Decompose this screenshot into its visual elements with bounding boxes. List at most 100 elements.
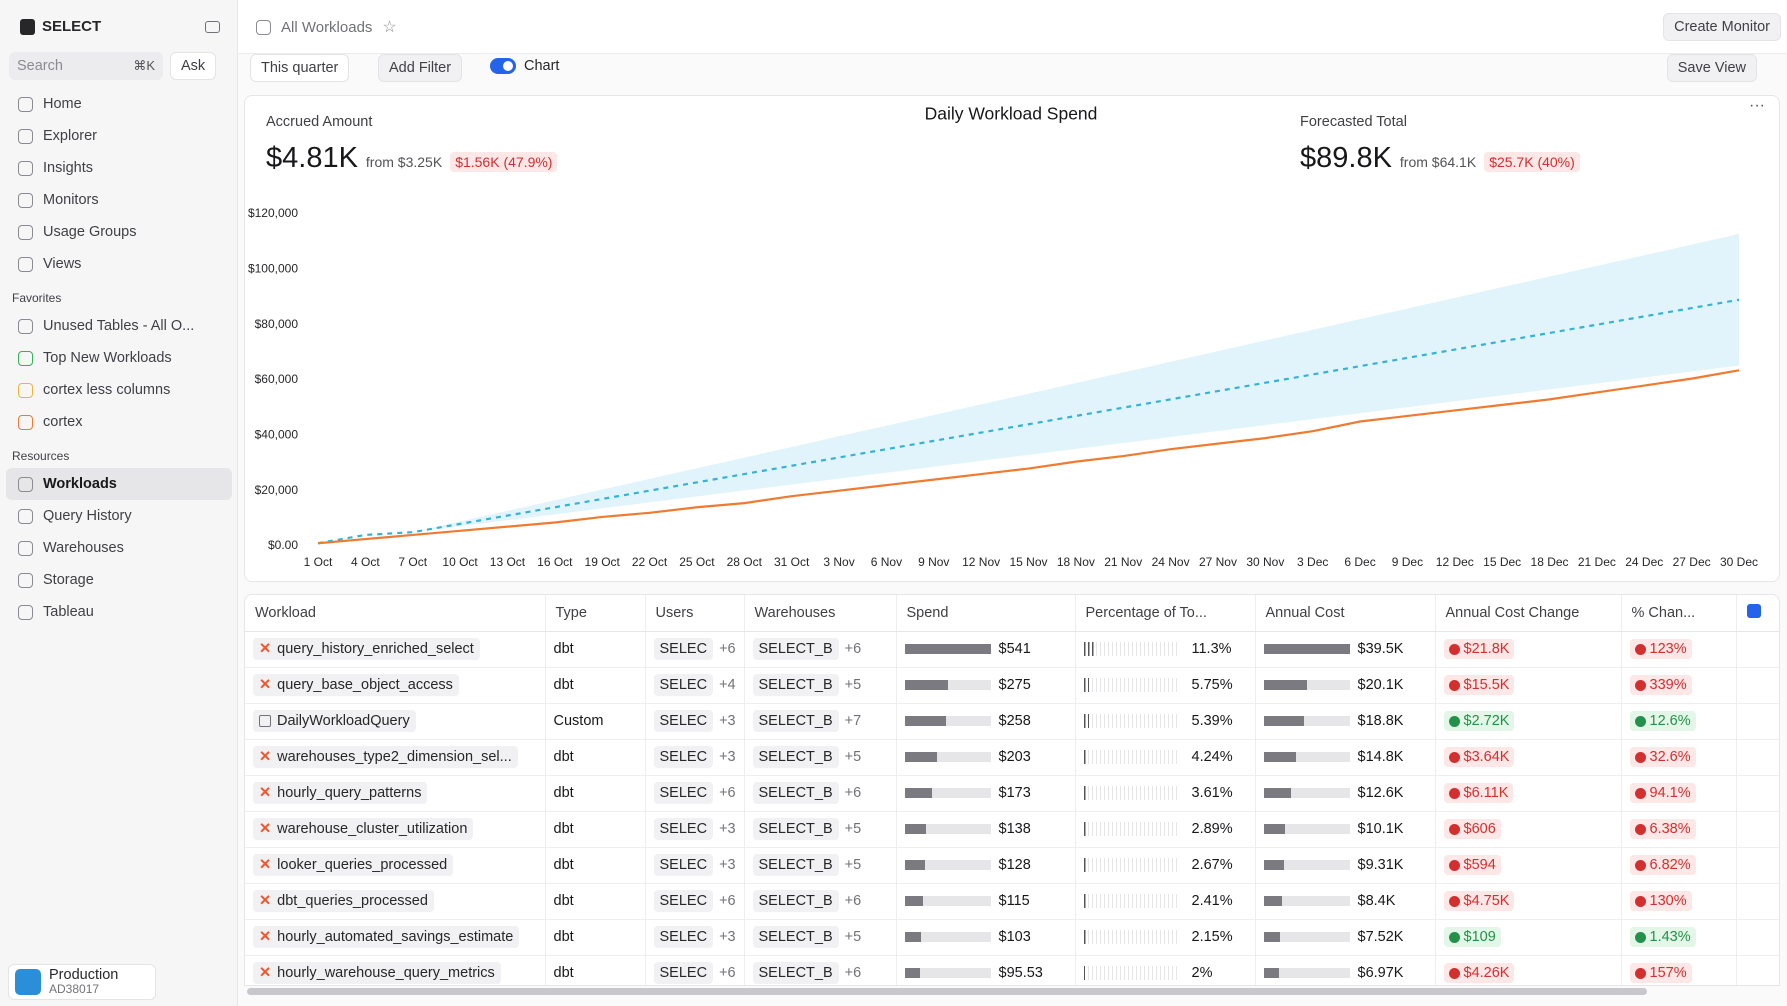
workload-icon: [256, 19, 271, 35]
spend: $103: [904, 929, 1067, 945]
user-chip[interactable]: SELEC: [653, 962, 714, 984]
table-row[interactable]: ✕ query_base_object_access dbt SELEC +4 SELEC…: [245, 667, 1779, 704]
workload-chip[interactable]: ✕ query_history_enriched_select: [253, 638, 480, 660]
table-row[interactable]: ✕ hourly_warehouse_query_metrics dbt SELEC +…: [245, 955, 1779, 985]
nav-icon: [18, 160, 33, 176]
warehouse-chip[interactable]: SELECT_B: [752, 854, 839, 876]
warehouse-chip[interactable]: SELECT_B: [752, 926, 839, 948]
workload-chip[interactable]: ✕ warehouse_cluster_utilization: [253, 818, 474, 840]
table-row[interactable]: ✕ looker_queries_processed dbt SELEC +3 SELEC…: [245, 847, 1779, 884]
nav-item[interactable]: cortex less columns: [6, 374, 232, 406]
brand[interactable]: SELECT: [20, 18, 101, 35]
date-range-button[interactable]: This quarter: [250, 54, 350, 82]
table-row[interactable]: DailyWorkloadQuery Custom SELEC +3 SELECT_B +…: [245, 703, 1779, 740]
chart-toggle[interactable]: Chart: [490, 58, 559, 74]
type: dbt: [553, 641, 574, 657]
nav-item[interactable]: Top New Workloads: [6, 342, 232, 374]
column-header[interactable]: Annual Cost: [1255, 595, 1436, 632]
table-row[interactable]: ✕ query_history_enriched_select dbt SELEC +6…: [245, 631, 1779, 668]
nav-item[interactable]: Unused Tables - All O...: [6, 310, 232, 342]
nav-label: cortex: [43, 414, 83, 430]
workload-icon: ✕: [259, 857, 272, 873]
workload-chip[interactable]: ✕ warehouses_type2_dimension_sel...: [253, 746, 518, 768]
collapse-button[interactable]: [205, 21, 220, 33]
nav-item[interactable]: Warehouses: [6, 532, 232, 564]
nav-item[interactable]: Workloads: [6, 468, 232, 500]
user-chip[interactable]: SELEC: [653, 746, 714, 768]
column-header[interactable]: Percentage of To...: [1075, 595, 1256, 632]
user-chip[interactable]: SELEC: [653, 674, 714, 696]
ask-button[interactable]: Ask: [170, 52, 217, 80]
nav-item[interactable]: cortex: [6, 406, 232, 438]
chart-menu[interactable]: ···: [1749, 97, 1765, 114]
column-header[interactable]: % Chan...: [1621, 595, 1737, 632]
create-monitor-button[interactable]: Create Monitor: [1663, 13, 1781, 41]
warehouse-chip[interactable]: SELECT_B: [752, 746, 839, 768]
nav-item[interactable]: Storage: [6, 564, 232, 596]
column-header[interactable]: Annual Cost Change: [1435, 595, 1622, 632]
workload-chip[interactable]: ✕ hourly_query_patterns: [253, 782, 428, 804]
warehouse-chip[interactable]: SELECT_B: [752, 818, 839, 840]
user-chip[interactable]: SELEC: [653, 638, 714, 660]
nav-item[interactable]: Views: [6, 248, 232, 280]
nav-item[interactable]: Tableau: [6, 596, 232, 628]
nav-icon: [18, 476, 33, 492]
user-chip[interactable]: SELEC: [653, 926, 714, 948]
user-chip[interactable]: SELEC: [653, 782, 714, 804]
section-header[interactable]: Resources: [12, 449, 70, 463]
column-header[interactable]: Users: [645, 595, 745, 632]
warehouse-chip[interactable]: SELECT_B: [752, 890, 839, 912]
user-chip[interactable]: SELEC: [653, 890, 714, 912]
table-row[interactable]: ✕ warehouse_cluster_utilization dbt SELEC +3…: [245, 811, 1779, 848]
nav-item[interactable]: Insights: [6, 152, 232, 184]
section-header[interactable]: Favorites: [12, 291, 62, 305]
nav-item[interactable]: Home: [6, 88, 232, 120]
user-chip[interactable]: SELEC: [653, 818, 714, 840]
add-column[interactable]: [1736, 595, 1779, 632]
warehouse-chip[interactable]: SELECT_B: [752, 710, 839, 732]
toggle-switch[interactable]: [490, 58, 516, 74]
environment-switcher[interactable]: Production AD38017: [8, 964, 156, 1000]
y-tick-label: $120,000: [248, 206, 298, 220]
table-row[interactable]: ✕ hourly_automated_savings_estimate dbt SEL…: [245, 919, 1779, 956]
table-row[interactable]: ✕ warehouses_type2_dimension_sel... dbt SEL…: [245, 739, 1779, 776]
warehouse-chip[interactable]: SELECT_B: [752, 962, 839, 984]
horizontal-scrollbar[interactable]: [247, 988, 1647, 995]
table-row[interactable]: ✕ hourly_query_patterns dbt SELEC +6 SELECT_B…: [245, 775, 1779, 812]
nav-item[interactable]: Explorer: [6, 120, 232, 152]
user-chip[interactable]: SELEC: [653, 854, 714, 876]
save-view-button[interactable]: Save View: [1666, 54, 1757, 82]
percentage-cell: 4.24%: [1075, 739, 1256, 776]
workload-chip[interactable]: ✕ dbt_queries_processed: [253, 890, 434, 912]
workload-chip[interactable]: ✕ hourly_automated_savings_estimate: [253, 926, 520, 948]
column-header[interactable]: Spend: [896, 595, 1076, 632]
warehouse-chip[interactable]: SELECT_B: [752, 674, 839, 696]
x-tick-label: 24 Nov: [1152, 555, 1190, 569]
workload-chip[interactable]: ✕ looker_queries_processed: [253, 854, 454, 876]
workload-chip[interactable]: ✕ query_base_object_access: [253, 674, 459, 696]
warehouse-chip[interactable]: SELECT_B: [752, 638, 839, 660]
annual-cost: $20.1K: [1263, 677, 1427, 693]
change-badge: 32.6%: [1629, 747, 1696, 767]
search-box[interactable]: Search ⌘K: [9, 52, 163, 80]
column-header[interactable]: Warehouses: [744, 595, 897, 632]
breadcrumb[interactable]: All Workloads ☆: [256, 17, 397, 37]
x-tick-label: 30 Dec: [1720, 555, 1758, 569]
workload-chip[interactable]: DailyWorkloadQuery: [253, 710, 416, 732]
percentage-bar: [1083, 858, 1087, 872]
favorite-star[interactable]: ☆: [382, 19, 397, 36]
add-filter-button[interactable]: Add Filter: [378, 54, 463, 82]
column-header[interactable]: Workload: [245, 595, 546, 632]
type-cell: dbt: [545, 883, 646, 920]
table-row[interactable]: ✕ dbt_queries_processed dbt SELEC +6 SELECT_B…: [245, 883, 1779, 920]
add-column-button[interactable]: [1746, 603, 1761, 618]
user-chip[interactable]: SELEC: [653, 710, 714, 732]
nav-item[interactable]: Query History: [6, 500, 232, 532]
nav-item[interactable]: Usage Groups: [6, 216, 232, 248]
nav-item[interactable]: Monitors: [6, 184, 232, 216]
workload-chip[interactable]: ✕ hourly_warehouse_query_metrics: [253, 962, 501, 984]
column-header[interactable]: Type: [545, 595, 646, 632]
percentage-cell: 2.67%: [1075, 847, 1256, 884]
percentage-bar: [1083, 786, 1087, 800]
warehouse-chip[interactable]: SELECT_B: [752, 782, 839, 804]
